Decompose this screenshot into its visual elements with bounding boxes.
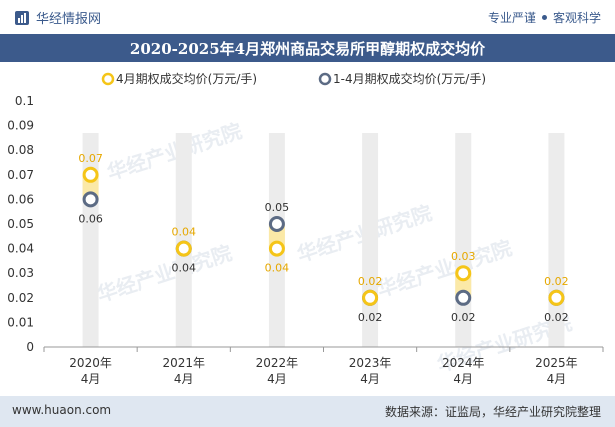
y-tick-label: 0.09: [7, 119, 34, 133]
y-tick-label: 0.01: [7, 315, 34, 329]
y-tick-label: 0.08: [7, 143, 34, 157]
series2-point-0: [82, 191, 99, 208]
slogan-left: 专业严谨: [487, 11, 536, 25]
x-tick-label-5: 2025年 4月: [535, 356, 578, 386]
series2-label-0: 0.06: [78, 212, 103, 225]
series1-label-5: 0.02: [544, 275, 569, 288]
footer: www.huaon.com 数据来源：证监局，华经产业研究院整理: [0, 396, 615, 427]
legend-series1-marker: [101, 72, 115, 86]
series1-point-5: [548, 289, 565, 306]
series1-label-2: 0.04: [265, 262, 290, 275]
brand-logo-icon: [15, 10, 29, 25]
series1-point-4: [455, 265, 472, 282]
watermark-0: 华经产业研究院: [104, 119, 245, 185]
series1-label-4: 0.03: [451, 250, 476, 263]
x-tick-label-3: 2023年 4月: [349, 356, 392, 386]
series2-label-3: 0.02: [358, 311, 383, 324]
series1-point-0: [82, 166, 99, 183]
series2-label-1: 0.04: [172, 262, 197, 275]
y-tick-label: 0: [26, 340, 34, 354]
y-tick-label: 0.07: [7, 168, 34, 182]
legend-series1-label: 4月期权成交均价(万元/手): [116, 71, 257, 86]
x-tick-label-0: 2020年 4月: [69, 356, 112, 386]
x-tick-label-1: 2021年 4月: [162, 356, 205, 386]
legend-series2-label: 1-4月期权成交均价(万元/手): [333, 71, 486, 86]
series2-label-5: 0.02: [544, 311, 569, 324]
brand-name: 华经情报网: [36, 12, 102, 27]
slogan-right: 客观科学: [552, 11, 601, 25]
y-tick-label: 0.04: [7, 242, 34, 256]
series1-point-2: [268, 240, 285, 257]
series2-label-2: 0.05: [265, 201, 290, 214]
top-bar: 华经情报网 专业严谨 客观科学: [0, 0, 615, 34]
chart: 华经产业研究院华经产业研究院华经产业研究院华经产业研究院华经产业研究院00.01…: [7, 71, 604, 386]
legend-series2-marker: [318, 72, 332, 86]
watermark-2: 华经产业研究院: [94, 241, 235, 307]
x-tick-label-4: 2024年 4月: [442, 356, 485, 386]
series1-point-3: [362, 289, 379, 306]
slogan-dot-icon: [541, 15, 547, 20]
footer-url[interactable]: www.huaon.com: [12, 403, 112, 417]
watermark-3: 华经产业研究院: [374, 236, 515, 302]
y-tick-label: 0.05: [7, 217, 34, 231]
footer-source: 数据来源：证监局，华经产业研究院整理: [384, 405, 601, 419]
series1-label-3: 0.02: [358, 275, 383, 288]
slogan: 专业严谨 客观科学: [488, 9, 601, 26]
series2-point-4: [455, 289, 472, 306]
chart-title: 2020-2025年4月郑州商品交易所甲醇期权成交均价: [129, 40, 486, 58]
background-bar-0: [82, 133, 99, 347]
x-tick-label-2: 2022年 4月: [256, 356, 299, 386]
series2-label-4: 0.02: [451, 311, 476, 324]
y-tick-label: 0.06: [7, 192, 34, 206]
series2-point-2: [268, 216, 285, 232]
y-tick-label: 0.03: [7, 266, 34, 280]
series1-label-0: 0.07: [78, 152, 103, 165]
y-tick-label: 0.1: [15, 94, 34, 108]
series1-point-1: [175, 240, 192, 257]
background-bar-1: [175, 133, 192, 347]
brand[interactable]: 华经情报网: [14, 8, 101, 27]
y-tick-label: 0.02: [7, 291, 34, 305]
series1-label-1: 0.04: [172, 226, 197, 239]
title-bar: 2020-2025年4月郑州商品交易所甲醇期权成交均价: [0, 34, 615, 62]
